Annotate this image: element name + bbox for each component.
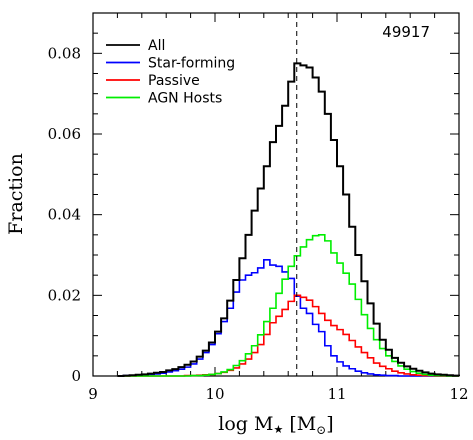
legend-label: Star-forming bbox=[148, 56, 235, 72]
annotation-label: 49917 bbox=[382, 23, 430, 41]
x-tick-label: 12 bbox=[449, 385, 468, 403]
y-tick-label: 0.04 bbox=[48, 206, 81, 224]
y-tick-label: 0 bbox=[71, 367, 81, 385]
x-axis-title-unit-open: [M bbox=[289, 413, 316, 435]
x-tick-label: 9 bbox=[88, 385, 98, 403]
y-tick-label: 0.06 bbox=[48, 125, 81, 143]
legend-label: All bbox=[148, 38, 165, 54]
x-axis-title-unit-sub: ⊙ bbox=[316, 423, 326, 437]
x-tick-label: 11 bbox=[327, 385, 346, 403]
series-line-passive bbox=[117, 294, 459, 377]
y-axis-title: Fraction bbox=[5, 153, 27, 235]
x-axis-title-unit-close: ] bbox=[326, 413, 333, 435]
series-line-all bbox=[117, 62, 460, 377]
series-line-agn-hosts bbox=[117, 234, 459, 377]
legend-label: Passive bbox=[148, 73, 200, 89]
legend-label: AGN Hosts bbox=[148, 91, 222, 107]
x-tick-label: 10 bbox=[205, 385, 224, 403]
y-tick-label: 0.08 bbox=[48, 44, 81, 62]
x-axis-title: log M★ [M⊙] bbox=[218, 413, 333, 437]
x-axis-title-main: log M bbox=[218, 413, 273, 435]
series-group bbox=[117, 62, 460, 377]
x-axis-title-sub: ★ bbox=[273, 423, 283, 436]
tick-labels: 9 10 11 12 0 0.02 0.04 0.06 0.08 bbox=[48, 44, 469, 403]
y-tick-label: 0.02 bbox=[48, 286, 81, 304]
